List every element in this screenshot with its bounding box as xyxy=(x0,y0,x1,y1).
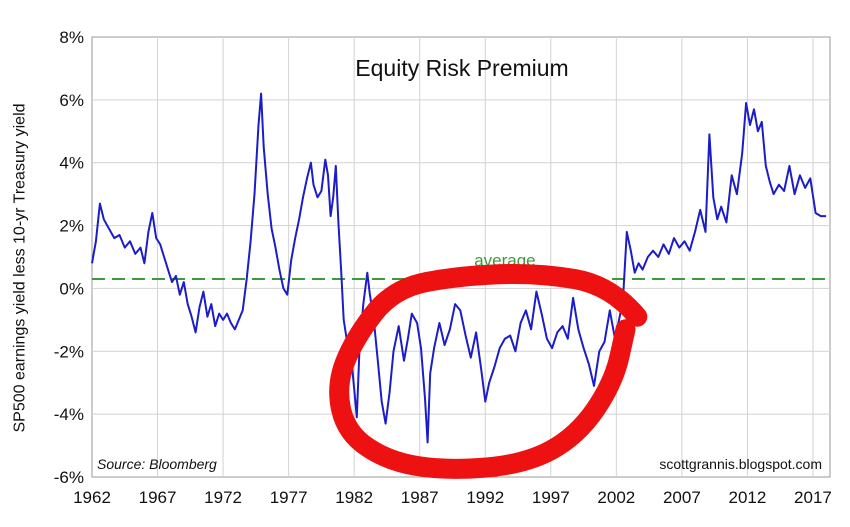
y-tick-label: -2% xyxy=(54,342,84,361)
y-tick-label: 2% xyxy=(59,217,84,236)
source-label: Source: Bloomberg xyxy=(97,456,217,472)
x-tick-labels: 1962 1967 1972 1977 1982 1987 1992 1997 2002 2007… xyxy=(73,488,832,507)
x-tick-label: 1977 xyxy=(270,488,308,507)
credit-label: scottgrannis.blogspot.com xyxy=(659,456,822,472)
y-tick-label: -4% xyxy=(54,405,84,424)
x-tick-label: 1982 xyxy=(335,488,373,507)
series-line xyxy=(91,92,827,444)
y-tick-label: 4% xyxy=(59,154,84,173)
plot-frame xyxy=(91,36,831,478)
annotation-ellipse xyxy=(329,263,648,479)
x-tick-label: 1967 xyxy=(139,488,177,507)
y-tick-label: 0% xyxy=(59,279,84,298)
x-tick-label: 1997 xyxy=(532,488,570,507)
y-tick-label: 8% xyxy=(59,28,84,47)
x-tick-label: 2012 xyxy=(729,488,767,507)
y-axis-label: SP500 earnings yield less 10-yr Treasury… xyxy=(12,103,29,432)
grid-layer xyxy=(92,37,830,477)
x-tick-label: 2002 xyxy=(597,488,635,507)
x-tick-label: 1987 xyxy=(401,488,439,507)
x-tick-label: 1962 xyxy=(73,488,111,507)
chart-title: Equity Risk Premium xyxy=(355,55,568,81)
y-tick-label: -6% xyxy=(54,468,84,487)
x-tick-label: 1992 xyxy=(466,488,504,507)
x-tick-label: 2017 xyxy=(794,488,832,507)
y-tick-label: 6% xyxy=(59,91,84,110)
x-tick-label: 1972 xyxy=(204,488,242,507)
y-tick-labels: -6% -4% -2% 0% 2% 4% 6% 8% xyxy=(54,28,84,487)
x-tick-label: 2007 xyxy=(663,488,701,507)
